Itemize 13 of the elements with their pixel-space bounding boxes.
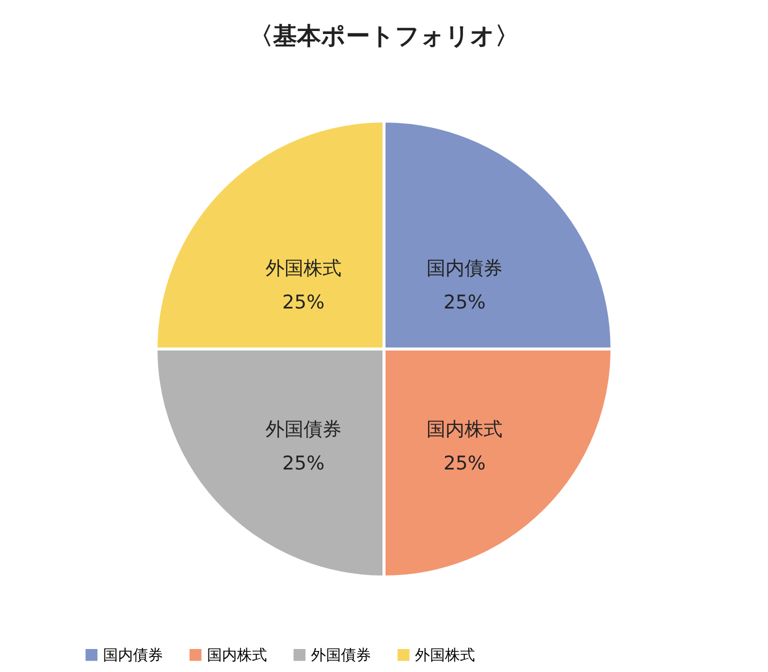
slice-label: 外国株式: [265, 257, 342, 280]
slice-label: 国内債券: [426, 257, 503, 280]
legend-label: 外国株式: [415, 646, 475, 664]
legend-label: 国内株式: [207, 646, 267, 664]
slice-label: 国内株式: [426, 418, 503, 441]
data-label: 25%: [443, 291, 486, 314]
slice-label: 外国債券: [265, 418, 342, 441]
data-label: 25%: [282, 452, 325, 475]
data-label: 25%: [443, 452, 486, 475]
data-label: 25%: [282, 291, 325, 314]
chart-title: 〈基本ポートフォリオ〉: [249, 22, 519, 50]
legend-label: 外国債券: [311, 646, 371, 664]
legend-label: 国内債券: [103, 646, 163, 664]
